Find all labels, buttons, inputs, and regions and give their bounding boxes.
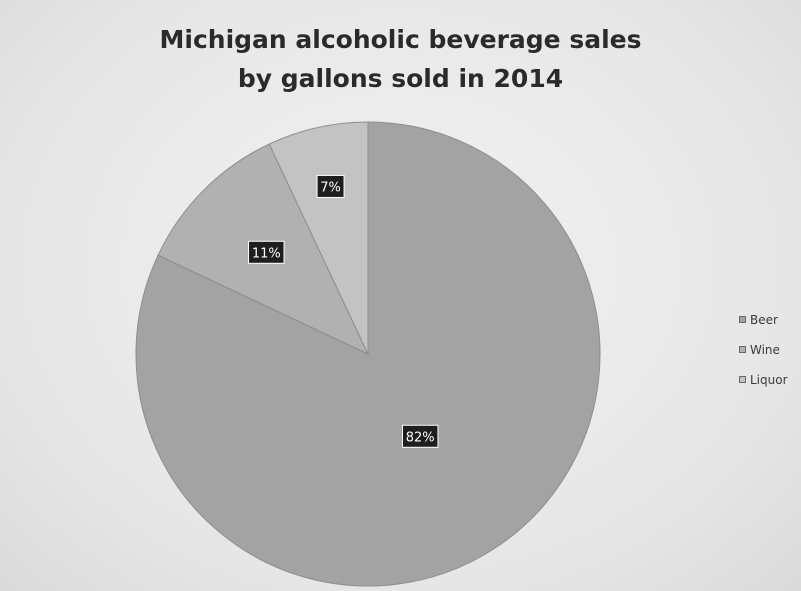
data-label-wine: 11%	[248, 240, 285, 264]
legend-label: Wine	[750, 342, 780, 357]
data-label-box	[401, 424, 439, 448]
data-label-box	[316, 174, 345, 198]
legend-entry-beer: Beer	[739, 312, 788, 327]
legend-entry-wine: Wine	[739, 342, 788, 357]
data-label-box	[248, 240, 285, 264]
data-label-beer: 82%	[401, 424, 439, 448]
legend: Beer Wine Liquor	[739, 312, 788, 402]
legend-entry-liquor: Liquor	[739, 372, 788, 387]
legend-label: Liquor	[750, 372, 788, 387]
data-label-text: 7%	[320, 180, 341, 195]
data-label-text: 11%	[252, 246, 281, 261]
legend-swatch	[739, 346, 746, 353]
legend-swatch	[739, 316, 746, 323]
pie-slices	[135, 121, 601, 587]
chart-title-line-2: by gallons sold in 2014	[237, 64, 564, 93]
data-label-text: 82%	[406, 430, 435, 445]
pie-data-labels: 82% 11% 7%	[248, 174, 439, 448]
chart-title: Michigan alcoholic beverage sales by gal…	[0, 20, 801, 98]
chart-title-line-1: Michigan alcoholic beverage sales	[159, 25, 642, 54]
data-label-liquor: 7%	[316, 174, 345, 198]
legend-swatch	[739, 376, 746, 383]
legend-label: Beer	[750, 312, 778, 327]
